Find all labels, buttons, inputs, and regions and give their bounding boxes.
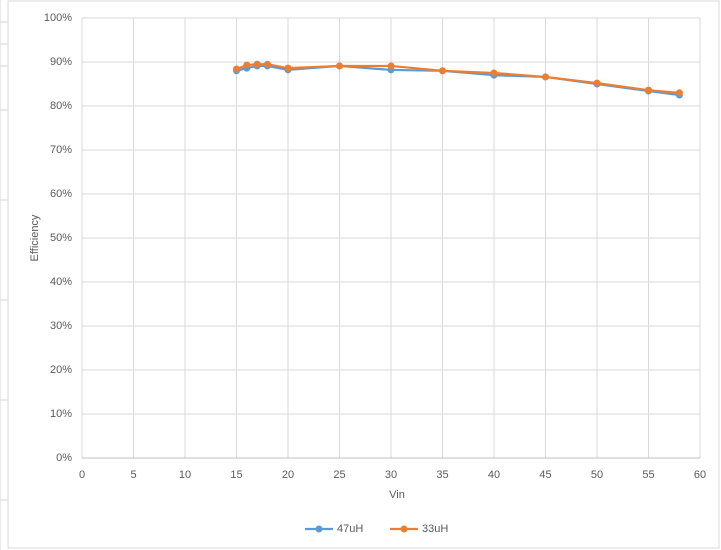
y-axis-label: Efficiency [29,214,41,261]
point [387,62,395,70]
point [243,61,251,69]
y-tick-label: 40% [50,276,72,288]
x-tick-label: 15 [230,469,242,481]
chart-area [7,0,720,549]
y-tick-label: 70% [50,144,72,156]
x-tick-label: 30 [385,469,397,481]
point [593,79,601,87]
y-tick-label: 10% [50,408,72,420]
point [263,60,271,68]
x-tick-label: 10 [179,469,191,481]
point [233,65,240,73]
y-tick-label: 30% [50,320,72,332]
x-tick-label: 55 [642,469,654,481]
point [542,73,549,81]
y-tick-label: 0% [56,452,72,464]
x-axis-label: Vin [389,489,405,501]
point [490,69,498,77]
x-tick-label: 0 [79,469,85,481]
point [253,60,261,68]
x-tick-label: 40 [488,469,500,481]
point [336,62,343,70]
legend-marker [315,525,323,533]
sheet-cells [0,0,8,550]
point [439,67,446,75]
y-tick-label: 90% [50,56,72,68]
legend-marker [400,525,408,533]
point [645,86,652,94]
point [675,89,683,97]
x-tick-label: 20 [282,469,294,481]
x-tick-label: 35 [436,469,448,481]
x-tick-label: 60 [694,469,706,481]
y-tick-label: 100% [44,12,72,24]
x-tick-label: 50 [591,469,603,481]
point [284,64,292,72]
x-tick-label: 25 [333,469,345,481]
x-tick-label: 45 [539,469,551,481]
y-tick-label: 80% [50,100,72,112]
y-tick-label: 20% [50,364,72,376]
y-tick-label: 60% [50,188,72,200]
legend-label: 47uH [337,523,363,535]
x-tick-label: 5 [130,469,136,481]
legend-label: 33uH [422,523,448,535]
y-tick-label: 50% [50,232,72,244]
